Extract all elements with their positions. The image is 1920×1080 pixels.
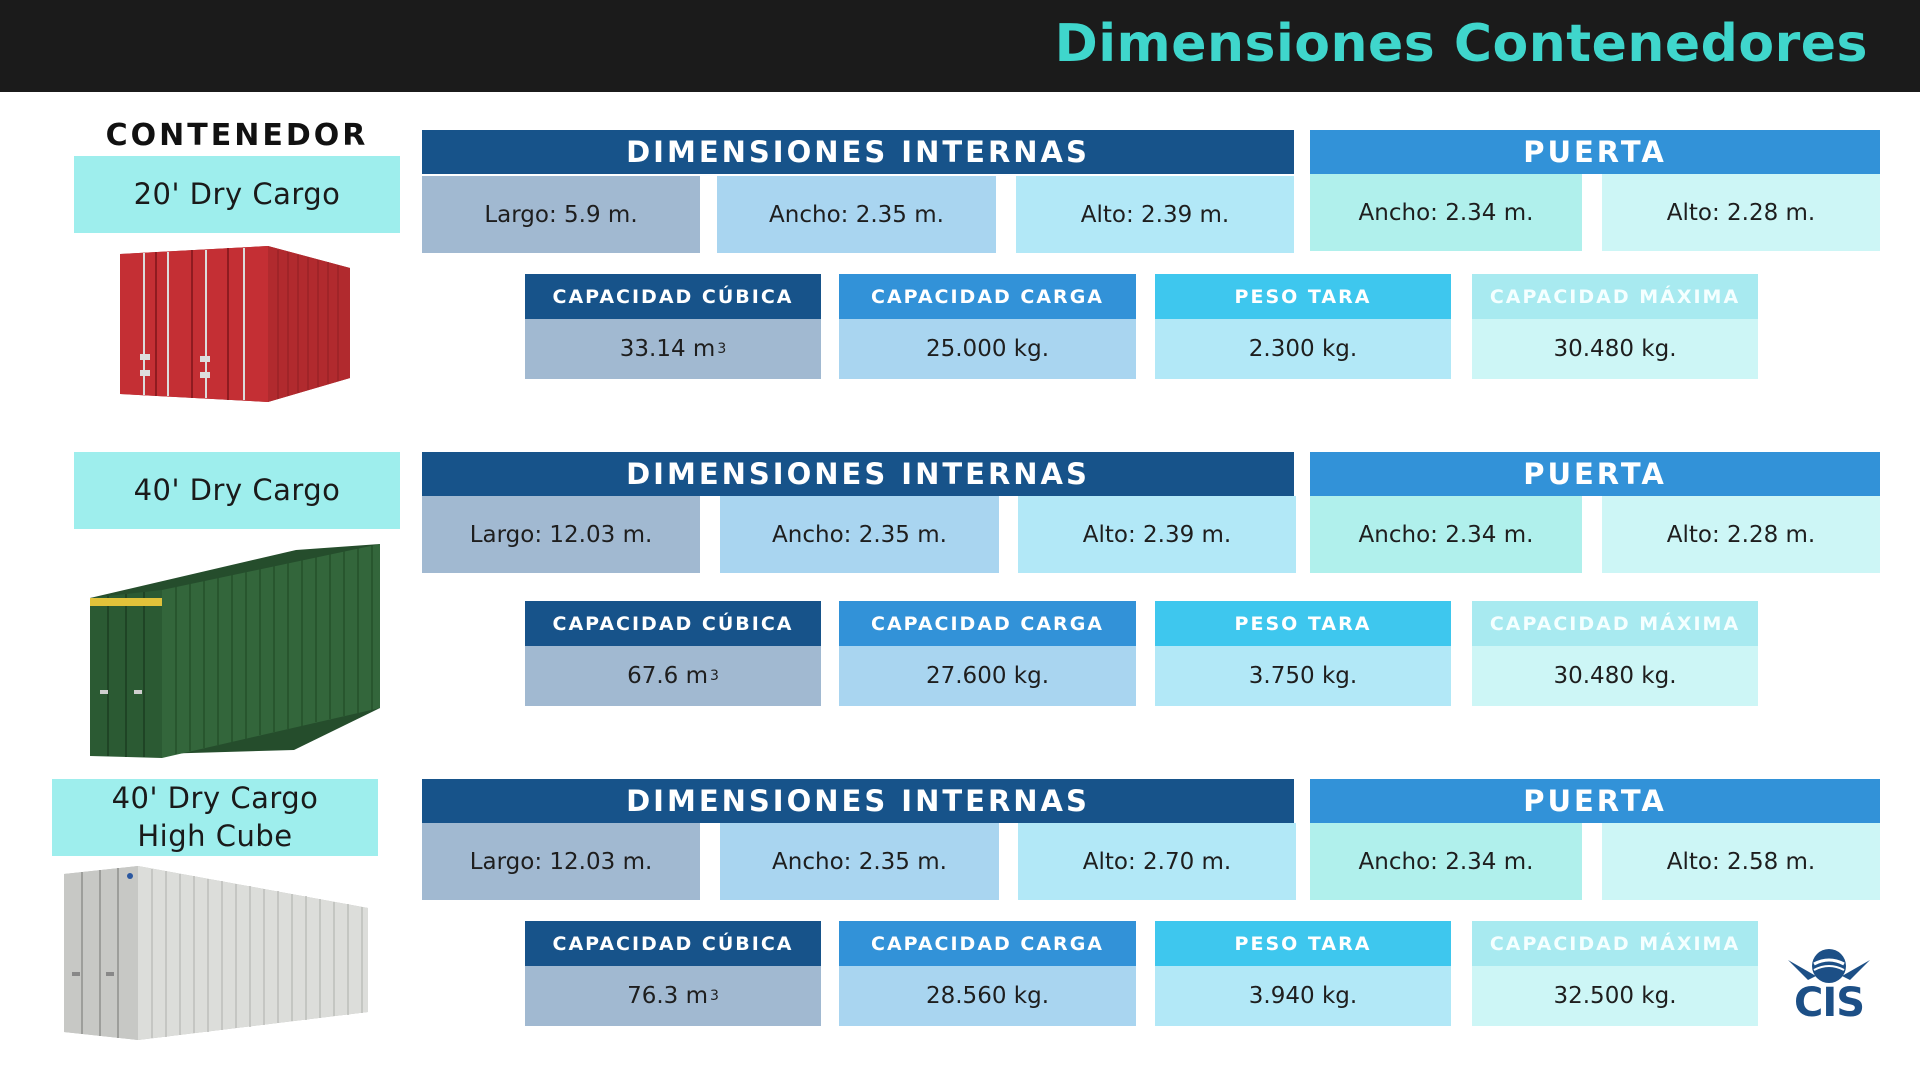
load-capacity-value: 27.600 kg. <box>839 646 1136 706</box>
cubic-capacity-label: CAPACIDAD CÚBICA <box>525 601 821 646</box>
max-capacity-label: CAPACIDAD MÁXIMA <box>1472 921 1758 966</box>
interior-width: Ancho: 2.35 m. <box>720 496 999 573</box>
interior-height: Alto: 2.70 m. <box>1018 823 1296 900</box>
red-container-icon <box>120 246 350 402</box>
container-name-line1: 40' Dry Cargo <box>111 781 319 816</box>
interior-height: Alto: 2.39 m. <box>1018 496 1296 573</box>
tare-weight-label: PESO TARA <box>1155 921 1451 966</box>
interior-width: Ancho: 2.35 m. <box>720 823 999 900</box>
max-capacity-value: 32.500 kg. <box>1472 966 1758 1026</box>
header-bar: Dimensiones Contenedores <box>0 0 1920 92</box>
cubic-capacity-label: CAPACIDAD CÚBICA <box>525 274 821 319</box>
interior-length: Largo: 12.03 m. <box>422 496 700 573</box>
door-width: Ancho: 2.34 m. <box>1310 174 1582 251</box>
door-header: PUERTA <box>1310 452 1880 496</box>
door-width: Ancho: 2.34 m. <box>1310 496 1582 573</box>
load-capacity-value: 25.000 kg. <box>839 319 1136 379</box>
interior-length: Largo: 5.9 m. <box>422 176 700 253</box>
container-name-40ft: 40' Dry Cargo <box>74 452 400 529</box>
door-height: Alto: 2.58 m. <box>1602 823 1880 900</box>
interior-width: Ancho: 2.35 m. <box>717 176 996 253</box>
container-name-20ft: 20' Dry Cargo <box>74 156 400 233</box>
max-capacity-value: 30.480 kg. <box>1472 319 1758 379</box>
door-header: PUERTA <box>1310 130 1880 174</box>
door-height: Alto: 2.28 m. <box>1602 174 1880 251</box>
door-header: PUERTA <box>1310 779 1880 823</box>
cis-globe-logo-icon <box>1788 949 1870 983</box>
interior-dimensions-header: DIMENSIONES INTERNAS <box>422 452 1294 496</box>
container-name-label: 20' Dry Cargo <box>133 176 341 211</box>
logo-text: CIS <box>1793 980 1865 1026</box>
load-capacity-label: CAPACIDAD CARGA <box>839 601 1136 646</box>
max-capacity-value: 30.480 kg. <box>1472 646 1758 706</box>
load-capacity-label: CAPACIDAD CARGA <box>839 274 1136 319</box>
cubic-capacity-label: CAPACIDAD CÚBICA <box>525 921 821 966</box>
tare-weight-value: 2.300 kg. <box>1155 319 1451 379</box>
interior-dimensions-header: DIMENSIONES INTERNAS <box>422 779 1294 823</box>
door-height: Alto: 2.28 m. <box>1602 496 1880 573</box>
load-capacity-value: 28.560 kg. <box>839 966 1136 1026</box>
column-heading: CONTENEDOR <box>105 118 369 153</box>
container-name-label: 40' Dry Cargo <box>133 472 341 507</box>
green-container-icon <box>90 544 380 758</box>
cis-logo: CIS <box>1786 944 1872 1026</box>
tare-weight-label: PESO TARA <box>1155 601 1451 646</box>
page-title: Dimensiones Contenedores <box>1054 14 1868 74</box>
load-capacity-label: CAPACIDAD CARGA <box>839 921 1136 966</box>
max-capacity-label: CAPACIDAD MÁXIMA <box>1472 601 1758 646</box>
white-container-icon <box>64 866 368 1040</box>
door-width: Ancho: 2.34 m. <box>1310 823 1582 900</box>
max-capacity-label: CAPACIDAD MÁXIMA <box>1472 274 1758 319</box>
interior-height: Alto: 2.39 m. <box>1016 176 1294 253</box>
tare-weight-value: 3.750 kg. <box>1155 646 1451 706</box>
container-name-40ft-high-cube: 40' Dry Cargo High Cube <box>52 779 378 856</box>
interior-length: Largo: 12.03 m. <box>422 823 700 900</box>
tare-weight-value: 3.940 kg. <box>1155 966 1451 1026</box>
interior-dimensions-header: DIMENSIONES INTERNAS <box>422 130 1294 174</box>
container-name-line2: High Cube <box>137 818 293 853</box>
tare-weight-label: PESO TARA <box>1155 274 1451 319</box>
